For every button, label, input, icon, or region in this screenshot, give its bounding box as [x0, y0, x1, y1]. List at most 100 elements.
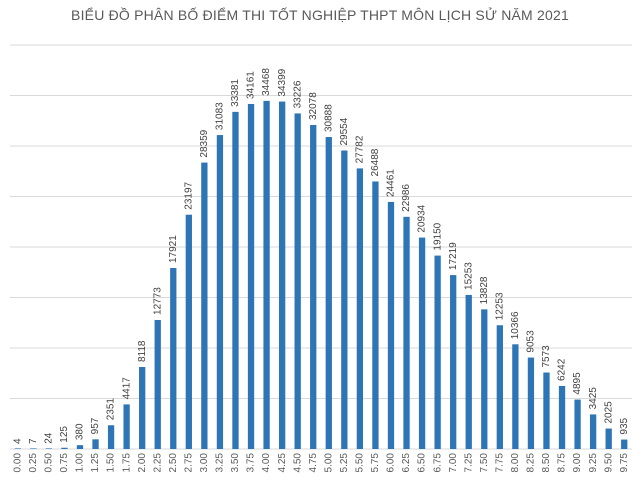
bar-6.00 — [387, 201, 395, 449]
bar-2.75 — [185, 214, 192, 449]
x-tick-2.75: 2.75 — [183, 453, 194, 473]
bar-5.25 — [341, 150, 348, 449]
bar-6.75 — [434, 255, 441, 449]
data-label-8.25: 9053 — [526, 330, 537, 353]
data-label-7.50: 13828 — [479, 276, 490, 304]
x-tick-0.75: 0.75 — [59, 453, 70, 473]
bar-5.75 — [372, 181, 379, 449]
x-tick-0.25: 0.25 — [28, 453, 39, 473]
x-tick-9.25: 9.25 — [588, 453, 599, 473]
x-tick-7.50: 7.50 — [479, 453, 490, 473]
bar-0.50 — [45, 448, 53, 449]
chart-title: BIỂU ĐỒ PHÂN BỐ ĐIỂM THI TỐT NGHIỆP THPT… — [71, 7, 569, 23]
bar-2.50 — [170, 268, 177, 449]
x-tick-4.00: 4.00 — [261, 453, 272, 473]
data-label-1.00: 380 — [75, 423, 86, 440]
x-tick-7.25: 7.25 — [463, 453, 474, 473]
bar-1.25 — [92, 439, 99, 449]
bar-0.75 — [61, 447, 68, 449]
x-tick-6.75: 6.75 — [432, 453, 443, 473]
x-tick-1.75: 1.75 — [121, 453, 132, 473]
data-label-9.25: 3425 — [588, 387, 599, 410]
data-label-0.00: 4 — [12, 438, 23, 444]
x-tick-6.25: 6.25 — [401, 453, 412, 473]
bar-8.00 — [512, 344, 519, 449]
x-tick-9.75: 9.75 — [619, 453, 630, 473]
bar-9.00 — [574, 399, 581, 449]
x-tick-0.00: 0.00 — [12, 453, 23, 473]
x-tick-labels: 0.00 0.25 0.50 0.75 1.00 1.25 1.50 1.75 2.00 2.25… — [12, 453, 629, 473]
x-tick-7.75: 7.75 — [494, 453, 505, 473]
data-label-1.50: 2351 — [106, 398, 117, 421]
data-label-4.50: 33226 — [292, 80, 303, 108]
bar-1.50 — [107, 425, 115, 449]
x-tick-1.25: 1.25 — [90, 453, 101, 473]
data-label-6.00: 24461 — [386, 169, 397, 197]
bar-9.75 — [621, 439, 628, 449]
data-label-2.75: 23197 — [183, 181, 194, 209]
bar-6.50 — [418, 237, 426, 449]
bar-7.75 — [496, 325, 503, 449]
bar-6.25 — [403, 216, 410, 449]
data-label-3.25: 31083 — [215, 102, 226, 130]
bar-2.00 — [139, 367, 146, 449]
bar-9.50 — [605, 428, 612, 449]
x-tick-5.50: 5.50 — [355, 453, 366, 473]
x-tick-5.75: 5.75 — [370, 453, 381, 473]
bar-8.50 — [543, 372, 550, 449]
bar-2.25 — [154, 319, 161, 449]
bar-3.50 — [232, 111, 239, 449]
data-label-5.25: 29554 — [339, 117, 350, 145]
x-tick-1.00: 1.00 — [75, 453, 86, 473]
bar-3.75 — [247, 103, 255, 449]
data-label-3.75: 34161 — [246, 71, 257, 99]
bar-8.25 — [527, 357, 535, 449]
x-tick-9.00: 9.00 — [572, 453, 583, 473]
x-tick-3.75: 3.75 — [246, 453, 257, 473]
data-label-8.50: 7573 — [541, 345, 552, 368]
x-tick-8.50: 8.50 — [541, 453, 552, 473]
x-tick-5.25: 5.25 — [339, 453, 350, 473]
bar-1.00 — [76, 445, 84, 449]
data-label-5.00: 30888 — [323, 104, 334, 132]
data-label-7.75: 12253 — [494, 292, 505, 320]
data-label-2.50: 17921 — [168, 235, 179, 263]
x-tick-4.50: 4.50 — [292, 453, 303, 473]
bar-5.00 — [325, 137, 332, 449]
data-label-0.75: 125 — [59, 426, 70, 443]
data-label-0.25: 7 — [28, 438, 39, 444]
data-label-3.50: 33381 — [230, 79, 241, 107]
data-label-4.75: 32078 — [308, 92, 319, 120]
bars — [14, 100, 628, 450]
data-label-9.50: 2025 — [603, 401, 614, 424]
bar-7.50 — [481, 309, 488, 449]
data-label-6.25: 22986 — [401, 184, 412, 212]
data-label-1.75: 4417 — [121, 377, 132, 400]
x-tick-4.25: 4.25 — [277, 453, 288, 473]
data-label-7.00: 17219 — [448, 242, 459, 270]
data-label-2.25: 12773 — [152, 287, 163, 315]
x-tick-8.25: 8.25 — [526, 453, 537, 473]
x-tick-0.50: 0.50 — [44, 453, 55, 473]
data-label-5.50: 27782 — [355, 135, 366, 163]
bar-1.75 — [123, 404, 130, 449]
data-label-0.50: 24 — [44, 432, 55, 444]
bar-8.75 — [558, 385, 566, 449]
data-label-5.75: 26488 — [370, 148, 381, 176]
x-tick-3.00: 3.00 — [199, 453, 210, 473]
x-tick-3.50: 3.50 — [230, 453, 241, 473]
data-label-4.25: 34399 — [277, 68, 288, 96]
bar-4.25 — [278, 101, 286, 449]
data-label-7.25: 15253 — [463, 262, 474, 290]
data-label-3.00: 28359 — [199, 129, 210, 157]
data-label-9.00: 4895 — [572, 372, 583, 395]
bar-7.25 — [465, 294, 472, 449]
x-tick-6.00: 6.00 — [386, 453, 397, 473]
x-tick-2.50: 2.50 — [168, 453, 179, 473]
bar-7.00 — [450, 275, 457, 449]
data-labels: 4 7 24 125 380 957 2351 4417 8118 12773 17921 23197… — [12, 68, 629, 444]
data-label-6.75: 19150 — [432, 222, 443, 250]
x-tick-1.50: 1.50 — [106, 453, 117, 473]
